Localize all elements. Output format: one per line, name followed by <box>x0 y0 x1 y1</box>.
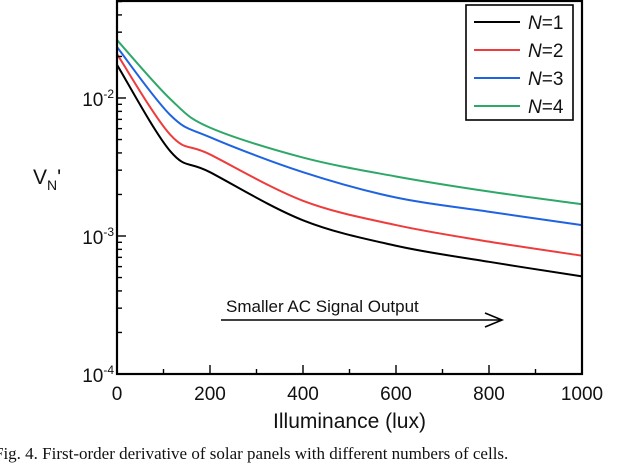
line-series-1 <box>116 64 583 278</box>
annotation-text: Smaller AC Signal Output <box>226 297 419 316</box>
x-axis-ticks: 0 200 400 600 800 1000 <box>112 365 603 405</box>
line-series-4 <box>116 39 583 206</box>
y-label-main: V <box>33 166 48 189</box>
line-series-2 <box>116 53 583 257</box>
legend-label: N=4 <box>528 97 564 118</box>
y-tick-label: 10-4 <box>82 363 114 387</box>
legend-label: N=2 <box>528 41 563 62</box>
legend: N=1 N=2 N=3 N=4 <box>465 4 574 121</box>
y-label-subscript: N <box>47 177 58 193</box>
x-axis-label: Illuminance (lux) <box>273 410 426 433</box>
x-tick-label: 200 <box>194 384 226 405</box>
y-axis-ticks: 10-2 10-3 10-4 <box>82 0 126 387</box>
annotation-arrow: Smaller AC Signal Output <box>221 297 505 328</box>
data-lines <box>116 39 583 278</box>
y-axis-label: VN' <box>33 166 61 193</box>
x-tick-label: 0 <box>112 384 123 405</box>
x-tick-label: 1000 <box>561 384 603 405</box>
x-tick-label: 600 <box>380 384 412 405</box>
x-tick-label: 800 <box>473 384 505 405</box>
legend-label: N=1 <box>528 13 563 34</box>
line-series-3 <box>116 46 583 227</box>
y-tick-label: 10-3 <box>82 225 114 249</box>
legend-label: N=3 <box>528 69 563 90</box>
figure-caption: Fig. 4. First-order derivative of solar … <box>0 444 509 463</box>
y-tick-label: 10-2 <box>82 87 114 111</box>
arrow-head-icon <box>484 312 505 328</box>
legend-box <box>465 4 574 121</box>
x-tick-label: 400 <box>287 384 319 405</box>
y-label-prime: ' <box>57 166 62 189</box>
